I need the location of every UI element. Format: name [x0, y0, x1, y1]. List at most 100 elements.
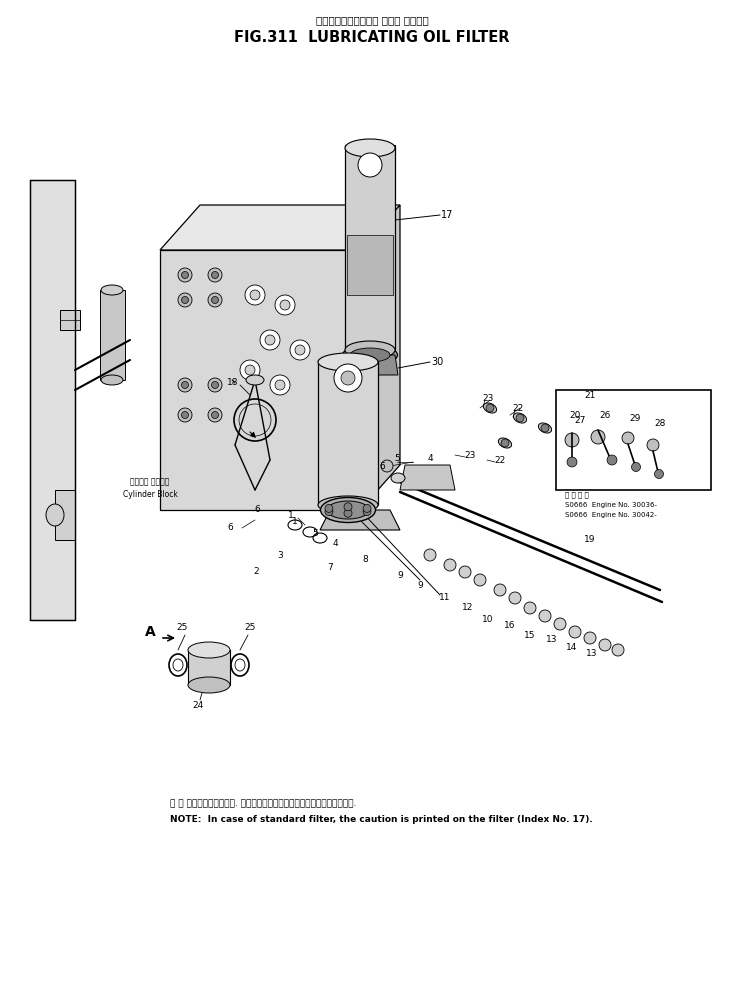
Text: 22: 22	[494, 456, 506, 465]
Circle shape	[240, 360, 260, 380]
Text: 19: 19	[584, 535, 596, 545]
Circle shape	[245, 365, 255, 375]
Polygon shape	[400, 465, 455, 490]
Text: 注 ： 標準フィルタの場合. その注意書きはフィルタ上に印刷されています.: 注 ： 標準フィルタの場合. その注意書きはフィルタ上に印刷されています.	[170, 799, 356, 808]
Circle shape	[208, 268, 222, 282]
Circle shape	[208, 408, 222, 422]
Ellipse shape	[345, 341, 395, 359]
Text: 24: 24	[193, 700, 204, 709]
Polygon shape	[100, 290, 125, 380]
Ellipse shape	[484, 403, 497, 413]
Circle shape	[182, 411, 188, 418]
Polygon shape	[188, 650, 230, 685]
Circle shape	[325, 504, 333, 512]
Text: ルーブリケーティング オイル フィルタ: ルーブリケーティング オイル フィルタ	[315, 15, 429, 25]
Circle shape	[509, 592, 521, 604]
Text: S0666  Engine No. 30036-: S0666 Engine No. 30036-	[565, 502, 657, 508]
Text: 30: 30	[431, 357, 443, 367]
Ellipse shape	[563, 395, 577, 405]
Ellipse shape	[327, 501, 369, 519]
Circle shape	[178, 268, 192, 282]
Circle shape	[211, 297, 219, 304]
Text: 1: 1	[288, 510, 294, 519]
Circle shape	[541, 424, 549, 432]
Circle shape	[566, 396, 574, 404]
Circle shape	[182, 297, 188, 304]
Circle shape	[250, 290, 260, 300]
Polygon shape	[342, 355, 398, 375]
Circle shape	[211, 382, 219, 389]
Text: 5: 5	[312, 528, 318, 537]
Circle shape	[539, 610, 551, 622]
Circle shape	[622, 432, 634, 444]
Circle shape	[270, 375, 290, 395]
Polygon shape	[360, 205, 400, 510]
Text: NOTE:  In case of standard filter, the caution is printed on the filter (Index N: NOTE: In case of standard filter, the ca…	[170, 815, 593, 824]
Polygon shape	[320, 510, 400, 530]
Ellipse shape	[246, 375, 264, 385]
Circle shape	[599, 639, 611, 651]
Ellipse shape	[318, 496, 378, 514]
Text: 15: 15	[525, 631, 536, 640]
Text: 18: 18	[227, 378, 239, 387]
Circle shape	[275, 380, 285, 390]
Text: 25: 25	[176, 622, 187, 632]
Text: 11: 11	[439, 593, 451, 602]
Text: 5: 5	[394, 454, 400, 463]
Text: 4: 4	[427, 454, 433, 463]
Text: 22: 22	[513, 404, 524, 412]
Ellipse shape	[513, 413, 527, 423]
Circle shape	[208, 378, 222, 392]
Circle shape	[295, 345, 305, 355]
Circle shape	[567, 457, 577, 467]
Circle shape	[344, 509, 352, 517]
Circle shape	[178, 408, 192, 422]
Text: 26: 26	[600, 410, 611, 419]
Circle shape	[524, 602, 536, 614]
Circle shape	[486, 404, 494, 412]
Text: S0666  Engine No. 30042-: S0666 Engine No. 30042-	[565, 512, 657, 518]
Polygon shape	[55, 490, 75, 540]
Circle shape	[341, 371, 355, 385]
Circle shape	[632, 463, 641, 472]
Text: A: A	[144, 625, 155, 639]
Polygon shape	[318, 360, 378, 505]
Ellipse shape	[345, 139, 395, 157]
Circle shape	[554, 618, 566, 630]
Circle shape	[607, 455, 617, 465]
Ellipse shape	[188, 677, 230, 693]
Text: 21: 21	[584, 391, 596, 400]
Circle shape	[655, 470, 664, 479]
Circle shape	[182, 272, 188, 279]
Circle shape	[363, 504, 371, 512]
Ellipse shape	[498, 438, 512, 448]
Text: Cylinder Block: Cylinder Block	[123, 490, 177, 498]
Circle shape	[325, 507, 333, 515]
Circle shape	[363, 507, 371, 515]
Text: 14: 14	[566, 644, 577, 653]
Text: 8: 8	[362, 556, 368, 565]
Text: 6: 6	[379, 462, 385, 471]
Circle shape	[265, 335, 275, 345]
Circle shape	[358, 153, 382, 177]
Circle shape	[275, 295, 295, 315]
Polygon shape	[160, 250, 360, 510]
Text: 7: 7	[327, 564, 333, 573]
Text: 2: 2	[253, 568, 259, 577]
Circle shape	[584, 632, 596, 644]
Polygon shape	[160, 205, 400, 250]
Circle shape	[344, 502, 352, 510]
Circle shape	[245, 285, 265, 305]
Circle shape	[494, 584, 506, 596]
Text: 9: 9	[417, 581, 423, 589]
Text: 9: 9	[397, 571, 403, 580]
Text: 6: 6	[254, 505, 260, 514]
Text: FIG.311  LUBRICATING OIL FILTER: FIG.311 LUBRICATING OIL FILTER	[234, 30, 510, 45]
Circle shape	[178, 293, 192, 307]
Circle shape	[459, 566, 471, 578]
Ellipse shape	[318, 353, 378, 371]
Circle shape	[211, 411, 219, 418]
Text: 6: 6	[227, 523, 233, 532]
Circle shape	[211, 272, 219, 279]
Text: 17: 17	[440, 210, 453, 220]
